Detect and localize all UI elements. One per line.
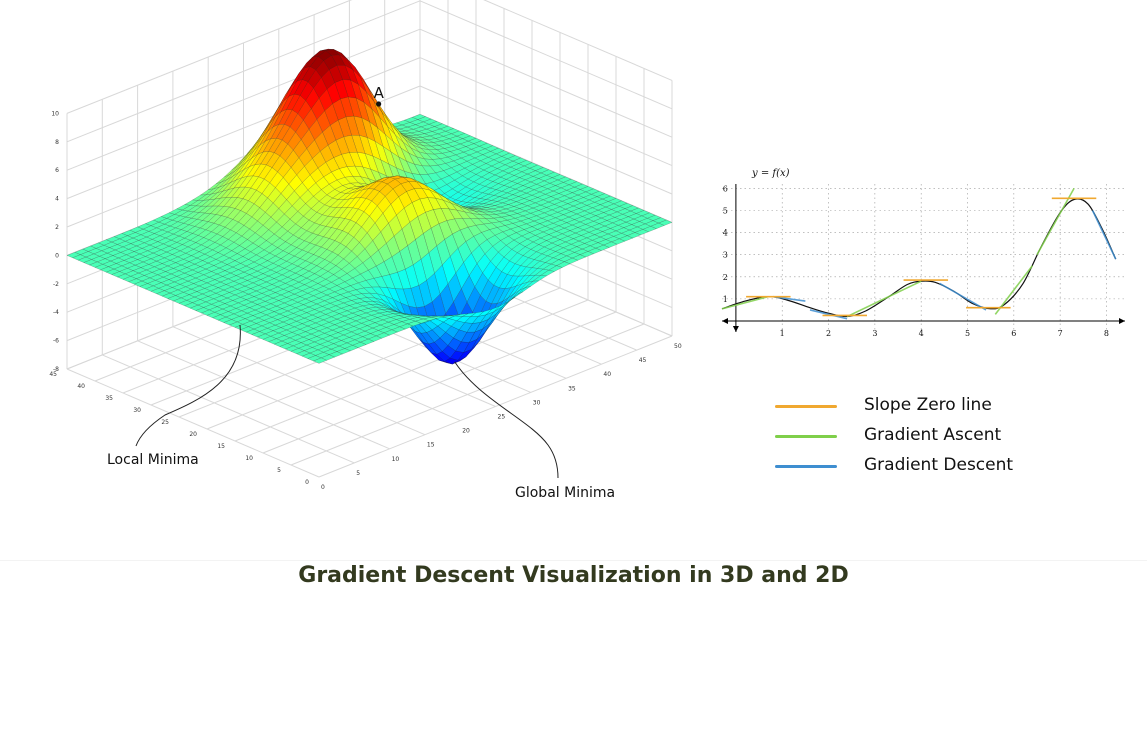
y-tick-label: 35 [105, 395, 113, 402]
gridline [419, 28, 673, 138]
x-tick-label: 0 [321, 484, 325, 491]
legend-item-gradient-descent: Gradient Descent [760, 453, 1090, 483]
gridline [172, 326, 426, 436]
legend-label-gradient-descent: Gradient Descent [864, 455, 1014, 475]
local-minima-pointer [135, 324, 241, 447]
global-minima-pointer [454, 361, 559, 479]
x-tick-label: 20 [462, 428, 470, 435]
gradient-descent-segment [1091, 210, 1117, 260]
y-tick-label: 5 [277, 467, 281, 474]
z-tick-label: -2 [53, 281, 59, 288]
gradient-ascent-segment [994, 265, 1033, 315]
gridline [66, 28, 421, 171]
point-a-marker [376, 101, 382, 107]
gradient-ascent-segment [721, 295, 769, 310]
local-minima-label: Local Minima [107, 452, 199, 468]
gridline [318, 335, 673, 478]
x-tick-label: 2 [826, 329, 831, 338]
legend-swatch-gradient-descent [775, 465, 837, 468]
x-tick-label: 30 [533, 399, 541, 406]
x-tick-label: 8 [1104, 329, 1109, 338]
gradient-ascent-segment [846, 280, 922, 318]
gridline [419, 85, 673, 195]
y-tick-label: 5 [723, 207, 728, 216]
gridline [419, 0, 673, 110]
gradient-descent-segment [809, 309, 848, 320]
gridline [137, 340, 390, 450]
y-tick-label: 1 [723, 295, 728, 304]
line-plot-2d: 1 2 3 4 5 6 7 8 1 2 3 4 5 6 y = f(x) [721, 168, 1125, 338]
z-tick-label: -4 [53, 309, 59, 316]
x-tick-label: 50 [674, 343, 682, 350]
y-tick-label: 6 [723, 184, 728, 193]
y-tick-label: 3 [723, 251, 728, 260]
surface-cell [313, 357, 328, 364]
gridline [66, 0, 421, 143]
gridline [66, 0, 353, 114]
z-tick-label: 8 [55, 139, 59, 146]
legend-swatch-gradient-ascent [775, 435, 837, 438]
z-tick-label: 0 [55, 252, 59, 259]
legend-item-gradient-ascent: Gradient Ascent [760, 423, 1090, 453]
y-tick-label: 25 [161, 419, 169, 426]
plot-title: y = f(x) [751, 168, 790, 179]
x-axis-arrow [1119, 317, 1125, 324]
y-tick-label: 30 [133, 407, 141, 414]
gradient-descent-segment [939, 282, 987, 311]
z-tick-label: 6 [55, 167, 59, 174]
legend-label-slope-zero: Slope Zero line [864, 395, 992, 415]
y-tick-label: 20 [189, 431, 197, 438]
x-tick-label: 15 [427, 442, 435, 449]
gridline [419, 57, 673, 167]
surface-plot-3d: 1086420-2-4-6-80510152025303540450510152… [49, 0, 682, 491]
x-tick-label: 25 [498, 414, 506, 421]
z-tick-label: -8 [53, 366, 59, 373]
x-tick-label: 45 [639, 357, 647, 364]
x-tick-label: 3 [872, 329, 877, 338]
y-tick-label: 15 [217, 443, 225, 450]
y-tick-label: 40 [77, 383, 85, 390]
point-a-label: A [374, 84, 385, 102]
gridline [262, 311, 617, 454]
y-tick-label: 10 [245, 455, 253, 462]
legend: Slope Zero line Gradient Ascent Gradient… [760, 393, 1090, 483]
z-tick-label: -6 [53, 338, 59, 345]
surface-mesh [66, 48, 673, 365]
legend-item-slope-zero: Slope Zero line [760, 393, 1090, 423]
x-tick-label: 5 [356, 470, 360, 477]
x-tick-label: 35 [568, 385, 576, 392]
divider [0, 560, 1147, 561]
x-axis-arrow-left [722, 317, 728, 324]
y-tick-label: 4 [723, 229, 728, 238]
gridline [206, 287, 561, 430]
legend-label-gradient-ascent: Gradient Ascent [864, 425, 1002, 445]
function-curve [721, 198, 1117, 318]
z-tick-label: 4 [55, 196, 59, 203]
y-tick-label: 0 [305, 479, 309, 486]
x-tick-label: 10 [392, 456, 400, 463]
gridline [102, 354, 355, 464]
global-minima-label: Global Minima [515, 485, 616, 501]
gridline [66, 368, 320, 478]
x-tick-label: 5 [965, 329, 970, 338]
x-tick-label: 4 [919, 329, 924, 338]
gridline [483, 0, 673, 81]
y-tick-label: 45 [49, 371, 57, 378]
gridline [234, 299, 589, 442]
gradient-ascent-segment [1036, 188, 1075, 256]
y-tick-label: 2 [723, 273, 728, 282]
x-tick-label: 1 [780, 329, 785, 338]
page-title: Gradient Descent Visualization in 3D and… [298, 563, 849, 588]
z-tick-label: 10 [51, 110, 59, 117]
x-tick-label: 7 [1058, 329, 1063, 338]
gridline [290, 323, 645, 466]
x-tick-label: 40 [603, 371, 611, 378]
legend-swatch-slope-zero [775, 405, 837, 408]
z-tick-label: 2 [55, 224, 59, 231]
y-axis-arrow [732, 326, 739, 332]
x-tick-label: 6 [1011, 329, 1016, 338]
